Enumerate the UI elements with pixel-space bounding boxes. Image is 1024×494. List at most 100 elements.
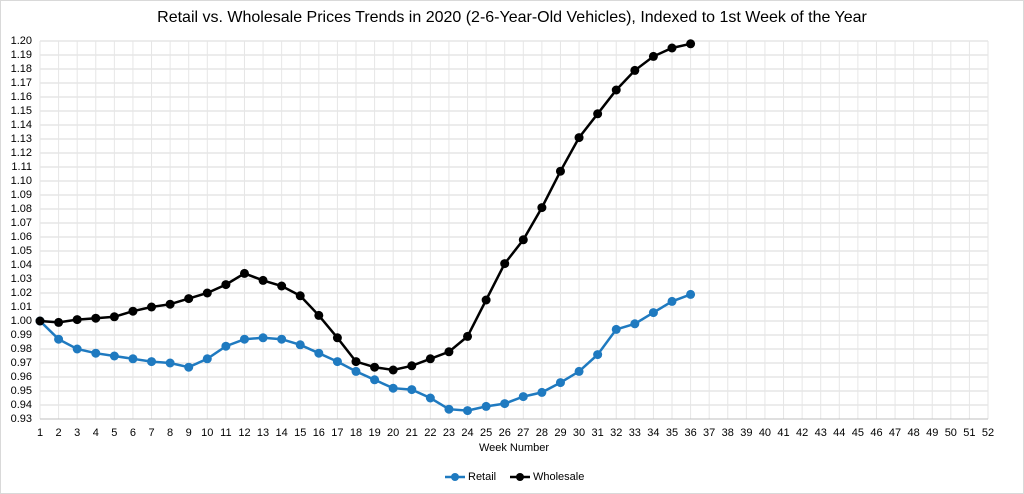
data-point xyxy=(537,387,547,397)
y-tick-label: 1.01 xyxy=(11,301,32,313)
legend-marker xyxy=(451,473,459,481)
y-tick-label: 1.16 xyxy=(11,91,32,103)
x-tick-label: 29 xyxy=(554,427,566,439)
data-point xyxy=(444,347,454,357)
data-point xyxy=(72,315,82,325)
y-tick-label: 1.05 xyxy=(11,245,32,257)
x-tick-label: 47 xyxy=(889,427,901,439)
x-tick-label: 38 xyxy=(722,427,734,439)
x-tick-label: 52 xyxy=(982,427,994,439)
data-point xyxy=(202,354,212,364)
data-point xyxy=(481,295,491,305)
data-point xyxy=(128,354,138,364)
data-point xyxy=(109,351,119,361)
x-tick-label: 49 xyxy=(926,427,938,439)
x-tick-label: 1 xyxy=(37,427,43,439)
data-point xyxy=(425,354,435,364)
x-tick-label: 24 xyxy=(461,427,473,439)
y-tick-label: 1.03 xyxy=(11,273,32,285)
y-tick-label: 0.95 xyxy=(11,385,32,397)
data-point xyxy=(295,291,305,301)
data-point xyxy=(332,357,342,367)
y-tick-label: 0.97 xyxy=(11,357,32,369)
data-point xyxy=(72,344,82,354)
x-tick-label: 40 xyxy=(759,427,771,439)
data-point xyxy=(500,399,510,409)
y-tick-label: 0.94 xyxy=(11,399,32,411)
x-tick-label: 8 xyxy=(167,427,173,439)
x-tick-label: 25 xyxy=(480,427,492,439)
x-tick-label: 15 xyxy=(294,427,306,439)
legend-label: Wholesale xyxy=(533,471,584,483)
data-point xyxy=(407,361,417,371)
x-tick-label: 3 xyxy=(74,427,80,439)
data-point xyxy=(370,375,380,385)
x-tick-label: 32 xyxy=(610,427,622,439)
data-point xyxy=(593,109,603,119)
data-point xyxy=(555,166,565,176)
x-tick-label: 18 xyxy=(350,427,362,439)
data-point xyxy=(351,366,361,376)
data-point xyxy=(518,235,528,245)
data-point xyxy=(128,306,138,316)
data-point xyxy=(407,385,417,395)
data-point xyxy=(239,268,249,278)
x-axis-label: Week Number xyxy=(479,442,549,454)
x-tick-label: 41 xyxy=(777,427,789,439)
y-tick-label: 1.08 xyxy=(11,203,32,215)
data-point xyxy=(221,280,231,290)
y-tick-label: 1.07 xyxy=(11,217,32,229)
x-tick-label: 19 xyxy=(368,427,380,439)
data-point xyxy=(463,406,473,416)
data-point xyxy=(221,341,231,351)
x-tick-label: 35 xyxy=(666,427,678,439)
x-tick-label: 51 xyxy=(963,427,975,439)
data-point xyxy=(630,319,640,329)
x-tick-label: 22 xyxy=(424,427,436,439)
y-tick-label: 1.17 xyxy=(11,77,32,89)
data-point xyxy=(686,289,696,299)
y-tick-label: 0.98 xyxy=(11,343,32,355)
x-tick-label: 43 xyxy=(815,427,827,439)
data-point xyxy=(202,288,212,298)
x-tick-label: 13 xyxy=(257,427,269,439)
y-tick-label: 1.15 xyxy=(11,105,32,117)
data-point xyxy=(54,317,64,327)
x-tick-label: 2 xyxy=(56,427,62,439)
data-point xyxy=(444,404,454,414)
x-tick-label: 10 xyxy=(201,427,213,439)
data-point xyxy=(630,65,640,75)
data-point xyxy=(239,334,249,344)
x-tick-label: 36 xyxy=(684,427,696,439)
x-tick-label: 14 xyxy=(276,427,288,439)
y-tick-label: 1.02 xyxy=(11,287,32,299)
x-tick-label: 12 xyxy=(238,427,250,439)
data-point xyxy=(332,333,342,343)
x-tick-label: 44 xyxy=(833,427,845,439)
y-tick-label: 1.00 xyxy=(11,315,32,327)
y-tick-label: 1.20 xyxy=(11,35,32,47)
data-point xyxy=(165,358,175,368)
data-point xyxy=(463,331,473,341)
x-tick-label: 45 xyxy=(852,427,864,439)
legend-label: Retail xyxy=(468,471,496,483)
data-point xyxy=(258,275,268,285)
data-point xyxy=(277,334,287,344)
data-point xyxy=(686,39,696,49)
x-tick-label: 46 xyxy=(870,427,882,439)
x-tick-label: 27 xyxy=(517,427,529,439)
y-tick-label: 0.93 xyxy=(11,413,32,425)
legend-marker xyxy=(516,473,524,481)
y-tick-label: 1.11 xyxy=(11,161,32,173)
x-tick-label: 30 xyxy=(573,427,585,439)
data-point xyxy=(574,133,584,143)
data-point xyxy=(555,378,565,388)
x-tick-label: 33 xyxy=(629,427,641,439)
y-tick-label: 1.10 xyxy=(11,175,32,187)
x-tick-label: 23 xyxy=(443,427,455,439)
data-point xyxy=(91,348,101,358)
x-tick-label: 42 xyxy=(796,427,808,439)
x-tick-label: 9 xyxy=(186,427,192,439)
